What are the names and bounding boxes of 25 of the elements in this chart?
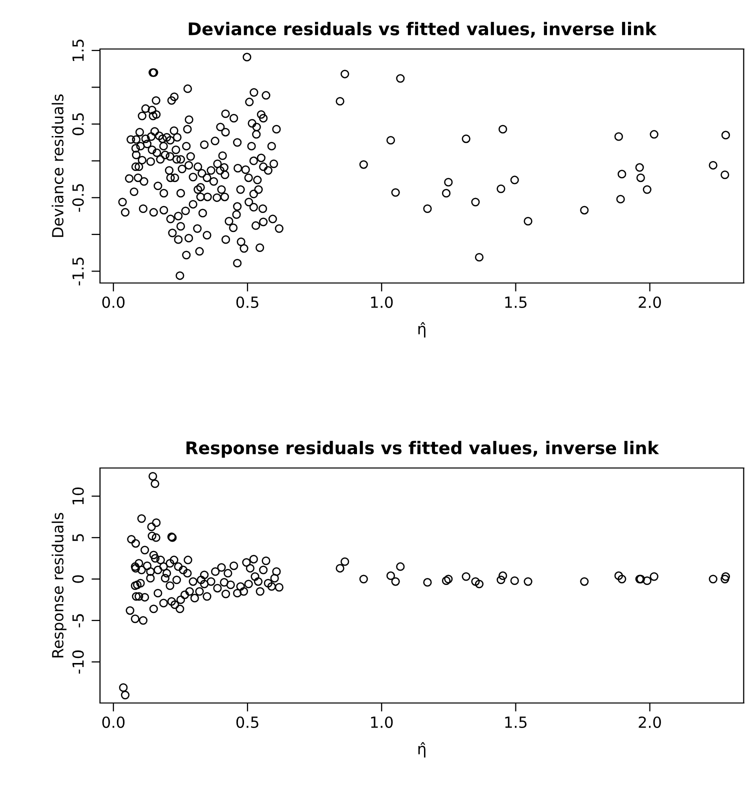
x-tick-label: 0.0	[102, 296, 125, 308]
y-axis-title: Response residuals	[52, 512, 66, 658]
x-tick-label: 1.0	[371, 296, 393, 308]
x-axis-title: η̂	[418, 322, 426, 338]
y-tick-label: 5	[72, 534, 84, 542]
x-axis-title: η̂	[418, 742, 426, 758]
x-tick-label: 0.5	[236, 716, 258, 728]
y-tick-label: 1.5	[72, 40, 84, 61]
y-tick-label: -0.5	[72, 184, 84, 212]
x-tick-label: 1.5	[505, 296, 527, 308]
y-tick-label: -5	[72, 614, 84, 628]
chart-title: Deviance residuals vs fitted values, inverse link	[188, 22, 657, 38]
y-tick-label: -10	[72, 650, 84, 674]
chart-title: Response residuals vs fitted values, inverse link	[186, 440, 660, 458]
y-tick-label: 10	[72, 487, 84, 504]
x-tick-label: 2.0	[638, 296, 661, 308]
y-tick-label: 0	[72, 575, 84, 583]
x-tick-label: 2.0	[638, 716, 661, 728]
y-tick-label: 0.5	[72, 113, 84, 136]
x-tick-label: 0.5	[236, 296, 258, 308]
y-tick-label: -1.5	[72, 258, 84, 286]
x-tick-label: 1.5	[505, 716, 527, 728]
y-axis-title: Deviance residuals	[52, 94, 64, 237]
x-tick-label: 1.0	[371, 716, 393, 728]
x-tick-label: 0.0	[102, 716, 125, 728]
